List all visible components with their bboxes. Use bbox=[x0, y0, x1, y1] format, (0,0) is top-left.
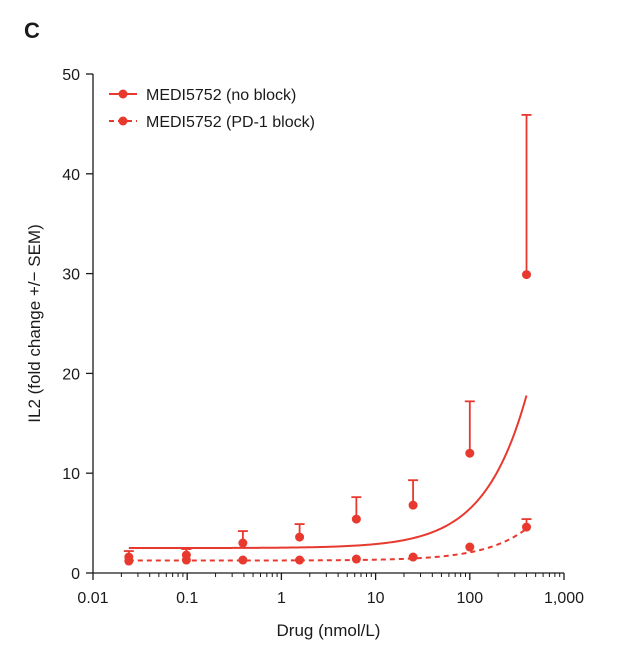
y-tick-label: 20 bbox=[62, 366, 80, 383]
fit-curve-series-2 bbox=[128, 527, 528, 562]
data-point-series-2 bbox=[124, 556, 134, 566]
y-tick-label: 10 bbox=[62, 466, 80, 483]
data-point-series-2 bbox=[351, 554, 361, 564]
legend-marker bbox=[118, 89, 128, 99]
x-axis-title: Drug (nmol/L) bbox=[277, 621, 381, 640]
data-point-series-1 bbox=[295, 532, 305, 542]
legend-label: MEDI5752 (no block) bbox=[146, 87, 296, 104]
legend-marker bbox=[118, 116, 128, 126]
x-tick-label: 1,000 bbox=[544, 590, 584, 607]
y-tick-label: 50 bbox=[62, 67, 80, 84]
fit-curve-series-1 bbox=[128, 395, 528, 550]
panel-label: C bbox=[24, 18, 40, 43]
data-point-series-2 bbox=[522, 522, 532, 532]
plot-area bbox=[123, 114, 532, 566]
x-ticks: 0.01 0.1 1 10 100 1,000 bbox=[77, 573, 584, 607]
legend-label: MEDI5752 (PD-1 block) bbox=[146, 114, 315, 131]
x-tick-label: 1 bbox=[277, 590, 286, 607]
data-point-series-2 bbox=[238, 555, 248, 565]
data-point-series-2 bbox=[181, 555, 191, 565]
x-tick-label: 0.01 bbox=[77, 590, 108, 607]
y-ticks: 0 10 20 30 40 50 bbox=[62, 67, 93, 583]
data-point-series-2 bbox=[465, 542, 475, 552]
axes bbox=[92, 74, 564, 574]
data-point-series-2 bbox=[295, 555, 305, 565]
data-point-series-1 bbox=[408, 500, 418, 510]
data-point-series-1 bbox=[465, 448, 475, 458]
y-axis-title: IL2 (fold change +/− SEM) bbox=[25, 224, 44, 422]
y-tick-label: 0 bbox=[71, 566, 80, 583]
y-tick-label: 40 bbox=[62, 167, 80, 184]
data-point-series-1 bbox=[238, 538, 248, 548]
data-point-series-2 bbox=[408, 552, 418, 562]
y-tick-label: 30 bbox=[62, 267, 80, 284]
x-tick-label: 10 bbox=[367, 590, 385, 607]
legend: MEDI5752 (no block) MEDI5752 (PD-1 block) bbox=[109, 87, 315, 131]
x-tick-label: 100 bbox=[456, 590, 483, 607]
data-point-series-1 bbox=[351, 514, 361, 524]
data-point-series-1 bbox=[522, 270, 532, 280]
x-tick-label: 0.1 bbox=[176, 590, 198, 607]
